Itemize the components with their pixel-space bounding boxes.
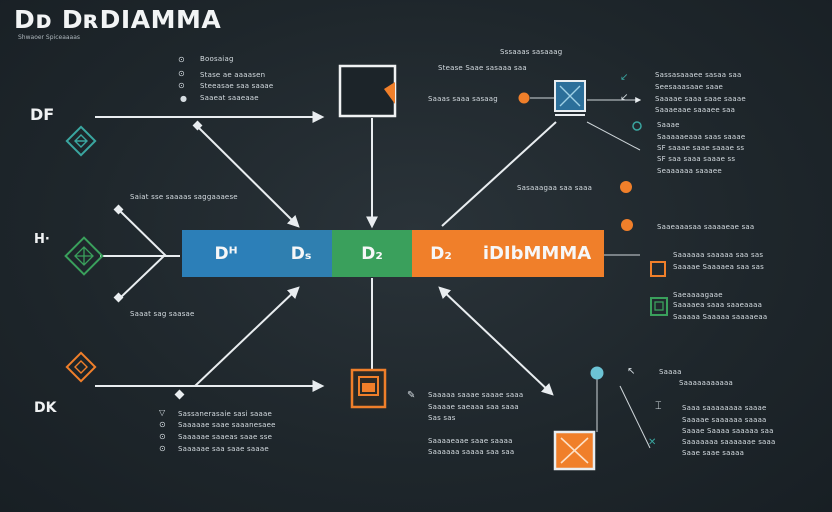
- note-text: Seesaaasaae saae: [655, 83, 724, 91]
- note-text: Boosaiag: [200, 55, 234, 63]
- note-text: Saae saae saaaa: [682, 449, 745, 457]
- page-subtitle: Shwaoer Spiceaaaas: [18, 34, 81, 41]
- note-text: Saaa saaaaaaaa saaae: [682, 404, 767, 412]
- note-text: Saaaaaa saaaa saa saa: [428, 448, 515, 456]
- process-box-icon: [338, 64, 398, 122]
- page-title: Dᴅ DʀDIAMMA: [14, 5, 222, 34]
- orange-x-box-icon: [553, 430, 597, 476]
- band-segment: D₂: [412, 230, 470, 277]
- note-text: Saaaaae saaeas saae sse: [178, 433, 273, 441]
- note-text: SF saaae saae saaae ss: [657, 144, 745, 152]
- arrow-icon: ↙: [620, 72, 629, 83]
- bullet-icon: ▽: [159, 408, 166, 417]
- bullet-icon: ⊙: [159, 432, 166, 441]
- band-segment: Dₛ: [270, 230, 332, 277]
- side-label-dk: DK: [34, 400, 57, 416]
- note-text: Saaaaae saa saae saaae: [178, 445, 269, 453]
- orange-diamond-icon: [64, 350, 98, 388]
- note-text: Sasaaagaa saa saaa: [517, 184, 593, 192]
- bullet-icon: ⊙: [178, 55, 185, 64]
- note-text: Saaae Saaaa saaaaa saa: [682, 427, 774, 435]
- side-label-h: H·: [34, 232, 50, 247]
- note-text: Sas sas: [428, 414, 456, 422]
- connector-line: [619, 385, 651, 449]
- note-text: Saaaae saaaaaa saaaa: [682, 416, 767, 424]
- connector-line: [194, 286, 300, 387]
- note-text: Saaaae Saaaaea saa sas: [673, 263, 764, 271]
- note-text: Sassanerasaie sasi saaae: [178, 410, 273, 418]
- note-text: Sassasaaaee sasaa saa: [655, 71, 742, 79]
- band-title-segment: iDIbΜMMA: [470, 230, 604, 277]
- node-dot: [590, 366, 604, 380]
- note-text: SF saa saaa saaae ss: [657, 155, 736, 163]
- note-text: Saaaeaae saaaee saa: [655, 106, 736, 114]
- note-text: Saaat sag saasae: [130, 310, 195, 318]
- note-text: Saaas saaa sasaag: [428, 95, 498, 103]
- junction-diamond: [174, 389, 185, 400]
- note-text: Stease Saae sasaaa saa: [438, 64, 527, 72]
- arrow-icon: ✕: [648, 437, 657, 448]
- bullet-icon: ●: [180, 94, 188, 103]
- band-segment: Dᴴ: [182, 230, 270, 277]
- teal-diamond-icon: [64, 124, 98, 162]
- note-text: Saaaae saaa saae saaae: [655, 95, 746, 103]
- node-dot: [518, 92, 530, 104]
- bullet-icon: ⊙: [159, 420, 166, 429]
- note-text: Saaaae saeaaa saa saaa: [428, 403, 519, 411]
- note-text: Saaaaeaae saae saaaa: [428, 437, 513, 445]
- note-text: Saaaaaa saaaaa saa sas: [673, 251, 764, 259]
- connector-line: [438, 286, 554, 396]
- arrow-icon: ↙: [620, 92, 629, 103]
- note-text: Saaeaaasaa saaaaeae saa: [657, 223, 755, 231]
- note-text: Sssaaas sasaaag: [500, 48, 563, 56]
- note-text: Saaaaaeaaa saas saaae: [657, 133, 746, 141]
- note-text: Seaaaaaa saaaee: [657, 167, 722, 175]
- note-text: Saaaaaaa saaaaaae saaa: [682, 438, 776, 446]
- orange-square-icon: [649, 260, 667, 282]
- note-text: Saaaaaaaaaaa: [679, 379, 734, 387]
- bullet-icon: ⊙: [159, 444, 166, 453]
- connector-line: [118, 209, 167, 300]
- note-text: Steeasae saa saaae: [200, 82, 274, 90]
- connector-line: [586, 121, 641, 151]
- junction-diamond: [113, 292, 124, 303]
- note-text: Saaaaa Saaaaa saaaaeaa: [673, 313, 768, 321]
- note-text: Saiat sse saaaas saggaaaese: [130, 193, 238, 201]
- side-label-df: DF: [30, 105, 55, 124]
- connector-line: [441, 121, 557, 227]
- junction-diamond: [192, 120, 203, 131]
- arrow-icon: ↖: [627, 366, 636, 377]
- note-text: Saaaaae saae saaanesaee: [178, 421, 276, 429]
- green-diamond-icon: [62, 234, 106, 282]
- connector-line: [197, 126, 300, 228]
- note-text: Saaeat saaeaae: [200, 94, 259, 102]
- node-dot: [632, 121, 642, 131]
- bullet-icon: ⊙: [178, 81, 185, 90]
- blue-x-box-icon: [553, 79, 589, 123]
- node-dot: [620, 181, 632, 193]
- band-segment: D₂: [332, 230, 412, 277]
- bullet-icon: ⊙: [178, 69, 185, 78]
- note-text: Saaae: [657, 121, 680, 129]
- note-text: Saaaa: [659, 368, 682, 376]
- note-text: Saeaaaagaae: [673, 291, 723, 299]
- pen-icon: ✎: [407, 390, 416, 401]
- green-square-icon: [649, 296, 669, 322]
- note-text: Saaaaea saaa saaeaaaa: [673, 301, 763, 309]
- orange-document-icon: [350, 368, 388, 414]
- note-text: Stase ae aaaasen: [200, 71, 266, 79]
- note-text: Saaaaa saaae saaae saaa: [428, 391, 524, 399]
- cursor-icon: ⌶: [655, 399, 662, 412]
- node-dot: [621, 219, 633, 231]
- junction-diamond: [113, 204, 124, 215]
